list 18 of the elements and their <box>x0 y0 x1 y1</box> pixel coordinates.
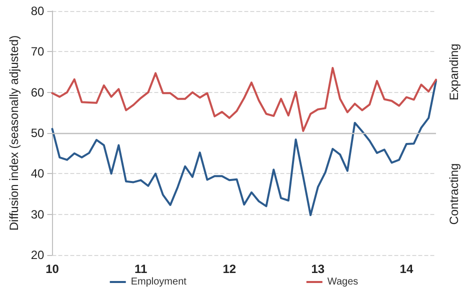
x-tick-label: 12 <box>222 262 236 276</box>
y-axis-title: Diffusion index (seasonally adjusted) <box>7 35 21 231</box>
y-tick-label: 20 <box>30 248 45 262</box>
y-tick-label: 40 <box>30 166 45 181</box>
text: Expanding <box>447 44 461 100</box>
legend-label: Employment <box>130 276 187 288</box>
y-tick-label: 30 <box>30 207 45 222</box>
x-tick-label: 10 <box>46 262 60 276</box>
x-tick-label: 11 <box>134 262 148 276</box>
y-tick-label: 80 <box>30 4 45 18</box>
x-tick-label: 14 <box>400 262 414 276</box>
y-tick-label: 50 <box>30 126 45 140</box>
line-series <box>51 66 437 132</box>
y-tick-label: 70 <box>30 44 45 59</box>
legend-label: Wages <box>327 276 358 288</box>
y-tick-label: 60 <box>30 85 45 100</box>
x-tick-label: 13 <box>311 262 325 276</box>
text: Contracting <box>447 163 461 225</box>
